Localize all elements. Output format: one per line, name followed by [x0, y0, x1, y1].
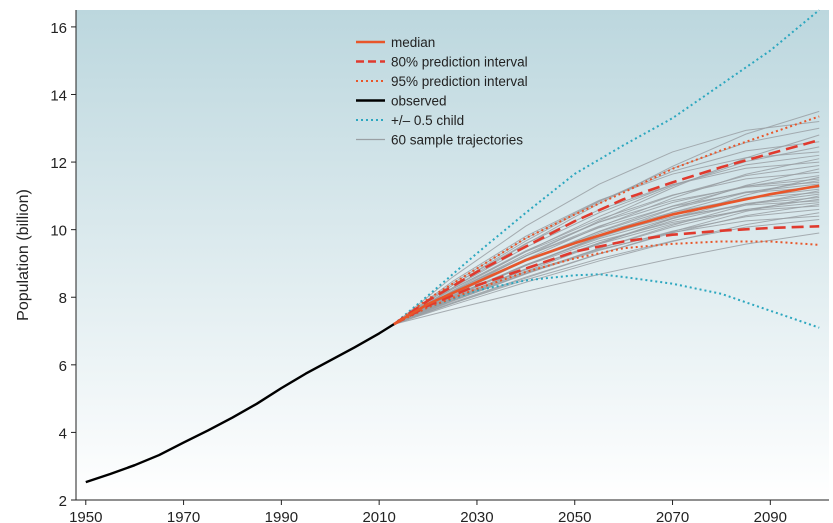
x-tick-label: 2030: [460, 509, 493, 523]
sample-trajectory: [393, 190, 820, 325]
x-tick-label: 2090: [754, 509, 787, 523]
x-tick-label: 1950: [69, 509, 102, 523]
series-median: [393, 184, 820, 326]
sample-trajectory: [393, 212, 820, 325]
sample-trajectory: [393, 171, 820, 325]
series-child-upper: [393, 9, 820, 326]
sample-trajectory: [393, 176, 820, 325]
x-tick-label: 2010: [362, 509, 395, 523]
y-tick-label: 16: [50, 20, 67, 37]
series-lines: [85, 9, 820, 484]
legend-label-pi95: 95% prediction interval: [391, 74, 528, 89]
x-tick-label: 2070: [656, 509, 689, 523]
legend-label-samples: 60 sample trajectories: [391, 133, 523, 148]
sample-trajectory: [393, 121, 820, 325]
sample-trajectory: [393, 146, 820, 325]
legend-label-observed: observed: [391, 94, 447, 109]
y-tick-label: 14: [50, 87, 67, 104]
axes: 1950 1970 1990 2010 2030 2050 2070 2090 2 4 6 8 10 12…: [50, 10, 829, 523]
y-tick-label: 8: [59, 290, 67, 307]
x-tick-label: 1990: [265, 509, 298, 523]
y-axis-title: Population (billion): [15, 189, 32, 321]
series-pi95-lower: [393, 240, 820, 326]
sample-trajectory: [393, 195, 820, 325]
sample-trajectory: [393, 127, 820, 325]
legend-label-median: median: [391, 35, 435, 50]
y-tick-label: 10: [50, 223, 67, 240]
series-observed: [85, 323, 395, 484]
sample-trajectory: [393, 232, 820, 325]
plot-background: [76, 10, 829, 500]
y-tick-label: 12: [50, 155, 67, 172]
y-tick-label: 2: [59, 493, 67, 510]
sample-trajectory: [393, 164, 820, 325]
y-tick-label: 6: [59, 358, 67, 375]
y-tick-label: 4: [59, 425, 67, 442]
x-tick-label: 2050: [558, 509, 591, 523]
series-pi80-lower: [393, 224, 820, 326]
legend-label-pi80: 80% prediction interval: [391, 55, 528, 70]
sample-trajectory: [393, 110, 820, 325]
x-tick-label: 1970: [167, 509, 200, 523]
series-pi80-upper: [393, 138, 820, 326]
series-pi95-upper: [393, 115, 820, 326]
legend: median 80% prediction interval 95% predict…: [356, 35, 528, 148]
legend-label-child: +/– 0.5 child: [391, 113, 464, 128]
